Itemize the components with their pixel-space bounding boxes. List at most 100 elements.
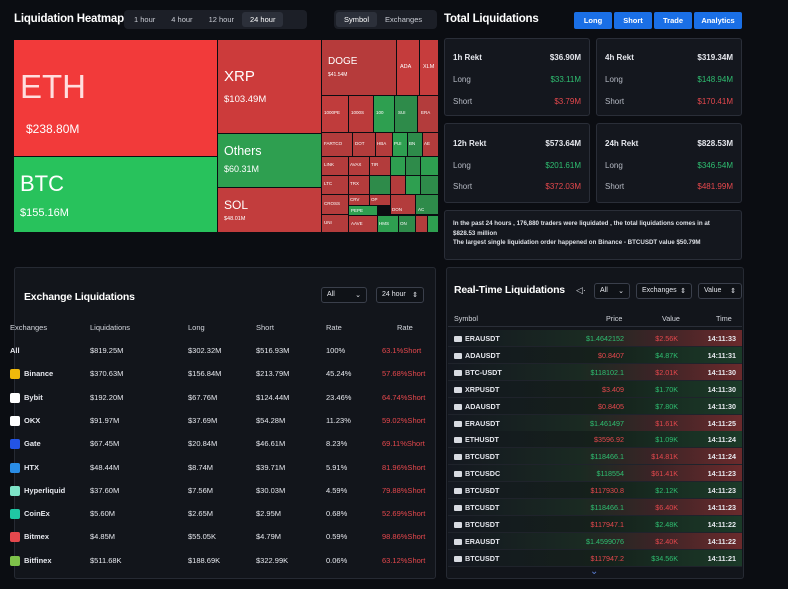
- tile-pepe-name: PEPE: [351, 208, 364, 213]
- liquidation-row[interactable]: BTC-USDT $118102.1 $2.01K 14:11:30: [448, 363, 742, 381]
- short-label: Short: [605, 97, 625, 106]
- tab-1-hour[interactable]: 1 hour: [134, 15, 156, 24]
- exchange-row[interactable]: Binance $370.63M $156.84M $213.79M 45.24% 57.…: [10, 365, 426, 383]
- tile-g4[interactable]: [370, 176, 390, 194]
- liquidation-row[interactable]: BTCUSDT $117930.8 $2.12K 14:11:23: [448, 482, 742, 500]
- exchange-row[interactable]: CoinEx $5.60M $2.65M $2.95M 0.68% 52.69%Short: [10, 505, 426, 523]
- liquidation-row[interactable]: ERAUSDT $1.4599076 $2.40K 14:11:22: [448, 532, 742, 550]
- tab-4-hour[interactable]: 4 hour: [171, 15, 193, 24]
- tile-xrp[interactable]: XRP $103.49M: [218, 40, 321, 133]
- liquidation-value: $2.48K: [655, 519, 678, 529]
- tile-others[interactable]: Others $60.31M: [218, 134, 321, 187]
- tile-link-name: LINK: [324, 162, 335, 167]
- tile-xlm[interactable]: XLM: [420, 40, 438, 95]
- tile-don[interactable]: DON: [391, 195, 415, 214]
- tile-fartco[interactable]: FARTCO: [322, 133, 352, 156]
- tile-g2[interactable]: [406, 157, 420, 175]
- exchange-row[interactable]: Gate $67.45M $20.84M $46.61M 8.23% 69.11%Shor…: [10, 435, 426, 453]
- tile-era[interactable]: ERA: [418, 96, 438, 132]
- liquidation-row[interactable]: ETHUSDT $3596.92 $1.09K 14:11:24: [448, 431, 742, 449]
- liquidation-row[interactable]: BTCUSDT $117947.2 $34.56K 14:11:21: [448, 549, 742, 567]
- tile-doge[interactable]: DOGE $41.54M: [322, 40, 396, 95]
- tile-tir[interactable]: TIR: [370, 157, 390, 175]
- short-button[interactable]: Short: [614, 12, 652, 29]
- realtime-filter-all[interactable]: All ⌄: [594, 283, 630, 299]
- realtime-filter-value[interactable]: Value ⇕: [698, 283, 742, 299]
- tile-g5[interactable]: [391, 176, 405, 194]
- scroll-down-icon[interactable]: ⌄: [590, 566, 599, 577]
- exchange-long: $188.69K: [188, 555, 221, 565]
- tile-g7[interactable]: [421, 176, 438, 194]
- tile-trx[interactable]: TRX: [349, 176, 369, 194]
- liquidation-row[interactable]: ADAUSDT $0.8405 $7.80K 14:11:30: [448, 397, 742, 415]
- exchange-row[interactable]: Bitmex $4.85M $55.05K $4.79M 0.59% 98.86%Shor…: [10, 528, 426, 546]
- liquidation-row[interactable]: BTCUSDT $118466.1 $6.40K 14:11:23: [448, 499, 742, 516]
- tile-on[interactable]: ON: [399, 216, 415, 232]
- exchange-short: $516.93M: [256, 346, 290, 355]
- exchange-row[interactable]: Hyperliquid $37.60M $7.56M $30.03M 4.59% 79.8…: [10, 482, 426, 500]
- tile-ac[interactable]: AC: [416, 195, 438, 214]
- liquidation-row[interactable]: ERAUSDT $1.461497 $1.61K 14:11:25: [448, 414, 742, 432]
- tile-g9[interactable]: [428, 216, 438, 232]
- liquidation-value: $2.01K: [655, 367, 678, 377]
- tile-g1[interactable]: [391, 157, 405, 175]
- tile-pui[interactable]: PUI: [393, 133, 407, 156]
- tile-ae[interactable]: AE: [423, 133, 438, 156]
- tab-24-hour[interactable]: 24 hour: [242, 12, 284, 27]
- liquidation-row[interactable]: ERAUSDT $1.4642152 $2.56K 14:11:33: [448, 330, 742, 347]
- exchange-rate: 11.23%: [326, 415, 351, 425]
- realtime-filter-exchanges[interactable]: Exchanges ⇕: [636, 283, 692, 299]
- trade-button[interactable]: Trade: [654, 12, 692, 29]
- liquidation-row[interactable]: BTCUSDC $118554 $61.41K 14:11:23: [448, 465, 742, 483]
- exchange-liquidations: $48.44M: [90, 462, 120, 472]
- tile-ltc[interactable]: LTC: [322, 176, 348, 194]
- card-long: $148.94M: [697, 75, 733, 84]
- tile-bn[interactable]: BN: [408, 133, 422, 156]
- liquidation-symbol: ETHUSDT: [454, 435, 499, 444]
- exchange-row[interactable]: HTX $48.44M $8.74M $39.71M 5.91% 81.96%Short: [10, 459, 426, 477]
- tile-hms[interactable]: HMS: [378, 216, 398, 232]
- tile-avax[interactable]: AVAX: [349, 157, 369, 175]
- tile-sui[interactable]: SUI: [395, 96, 417, 132]
- exchange-row[interactable]: All $819.25M $302.32M $516.93M 100% 63.1%Shor…: [10, 342, 426, 360]
- exchange-long: $302.32M: [188, 346, 222, 355]
- exchange-liquidations: $37.60M: [90, 485, 120, 495]
- tile-cross[interactable]: CROSS: [322, 195, 348, 214]
- tab-exchanges[interactable]: Exchanges: [385, 15, 423, 24]
- tile-dot[interactable]: DOT: [353, 133, 375, 156]
- analytics-button[interactable]: Analytics: [694, 12, 742, 29]
- tile-hba[interactable]: HBA: [376, 133, 392, 156]
- exchange-period-select[interactable]: 24 hour ⇕: [376, 287, 424, 303]
- tile-100[interactable]: 100: [374, 96, 394, 132]
- tile-g3[interactable]: [421, 157, 438, 175]
- tile-aave[interactable]: AAVE: [349, 216, 377, 232]
- exchange-row[interactable]: Bybit $192.20M $67.76M $124.44M 23.46% 64.74%…: [10, 389, 426, 407]
- tile-sol[interactable]: SOL $48.01M: [218, 188, 321, 232]
- long-label: Long: [453, 75, 471, 84]
- tile-uni[interactable]: UNI: [322, 215, 348, 232]
- exchange-row[interactable]: Bitfinex $511.68K $188.69K $322.99K 0.06% 63.…: [10, 552, 426, 570]
- exchange-filter-select[interactable]: All ⌄: [321, 287, 367, 303]
- tab-symbol[interactable]: Symbol: [336, 12, 378, 27]
- tile-op[interactable]: OP: [370, 195, 390, 205]
- exchange-row[interactable]: OKX $91.97M $37.69M $54.28M 11.23% 59.02%Shor…: [10, 412, 426, 430]
- liquidation-time: 14:11:24: [707, 452, 736, 462]
- tile-g8[interactable]: [416, 216, 427, 232]
- tile-g6[interactable]: [406, 176, 420, 194]
- liquidation-row[interactable]: BTCUSDT $118466.1 $14.81K 14:11:24: [448, 448, 742, 466]
- tile-eth[interactable]: ETH $238.80M: [14, 40, 217, 156]
- exchange-rate: 8.23%: [326, 439, 348, 449]
- tile-ada[interactable]: ADA: [397, 40, 419, 95]
- tile-btc[interactable]: BTC $155.16M: [14, 157, 217, 232]
- tile-1000s[interactable]: 1000S: [349, 96, 373, 132]
- long-button[interactable]: Long: [574, 12, 612, 29]
- tile-pepe[interactable]: PEPE: [349, 206, 377, 215]
- tile-crv[interactable]: CRV: [349, 195, 369, 205]
- liquidation-row[interactable]: BTCUSDT $117947.1 $2.48K 14:11:22: [448, 515, 742, 533]
- tab-12-hour[interactable]: 12 hour: [208, 15, 234, 24]
- liquidation-row[interactable]: ADAUSDT $0.8407 $4.87K 14:11:31: [448, 346, 742, 364]
- speaker-icon[interactable]: ◁·: [576, 285, 586, 295]
- liquidation-row[interactable]: XRPUSDT $3.409 $1.70K 14:11:30: [448, 380, 742, 398]
- tile-link[interactable]: LINK: [322, 157, 348, 175]
- tile-1000pe[interactable]: 1000PE: [322, 96, 348, 132]
